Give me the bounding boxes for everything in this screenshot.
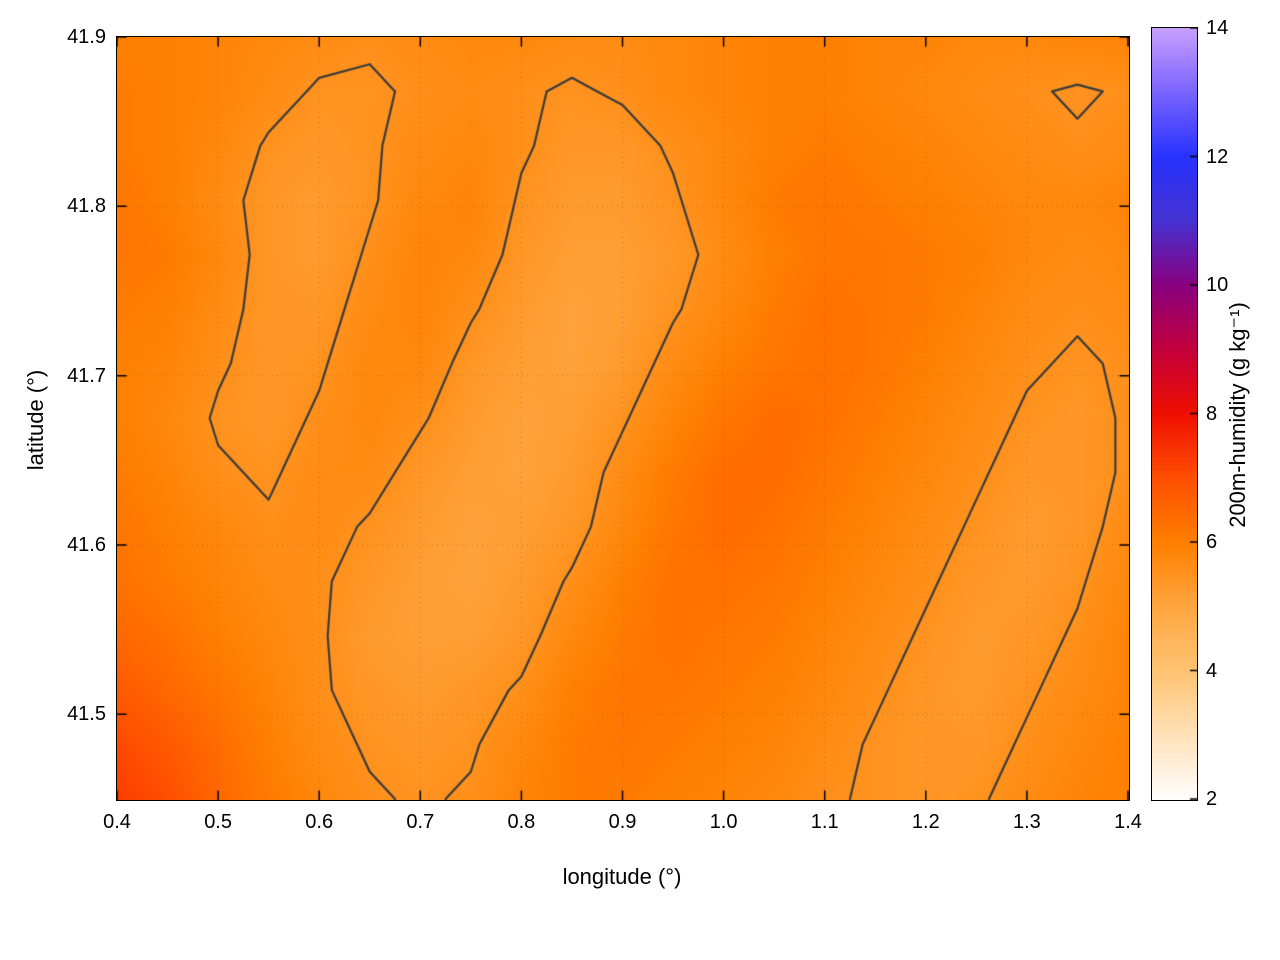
colorbar-canvas [1152, 28, 1197, 800]
y-tick-label: 41.5 [67, 703, 106, 726]
x-tick-label: 0.5 [204, 811, 232, 833]
x-tick-label: 1.2 [911, 811, 940, 833]
colorbar-tick-label: 8 [1206, 402, 1218, 425]
colorbar-label: 200m-humidity (g kg⁻¹) [1225, 302, 1250, 528]
y-tick-label: 41.9 [67, 26, 106, 48]
colorbar-tick-label: 6 [1206, 531, 1218, 553]
y-tick-label: 41.8 [67, 195, 106, 218]
colorbar-tick-label: 2 [1206, 788, 1218, 810]
x-axis-label: longitude (°) [562, 864, 682, 889]
x-tick-label: 0.6 [305, 811, 334, 833]
y-tick-label: 41.7 [67, 364, 106, 387]
y-tick-label: 41.6 [67, 534, 106, 556]
x-tick-label: 0.7 [406, 811, 435, 833]
plot-area [116, 36, 1130, 801]
x-tick-label: 0.4 [103, 811, 131, 833]
x-tick-label: 1.1 [810, 811, 839, 833]
y-axis-label: latitude (°) [23, 369, 48, 471]
colorbar-tick-label: 14 [1206, 17, 1229, 39]
x-tick-label: 0.8 [507, 811, 536, 833]
x-tick-label: 0.9 [608, 811, 637, 833]
heatmap-canvas [117, 37, 1129, 800]
colorbar-tick-label: 10 [1206, 274, 1229, 296]
x-tick-label: 1.4 [1114, 811, 1142, 833]
colorbar [1151, 27, 1198, 801]
colorbar-tick-label: 4 [1206, 659, 1218, 682]
x-tick-label: 1.3 [1012, 811, 1041, 833]
colorbar-tick-label: 12 [1206, 145, 1229, 168]
x-tick-label: 1.0 [709, 811, 738, 833]
